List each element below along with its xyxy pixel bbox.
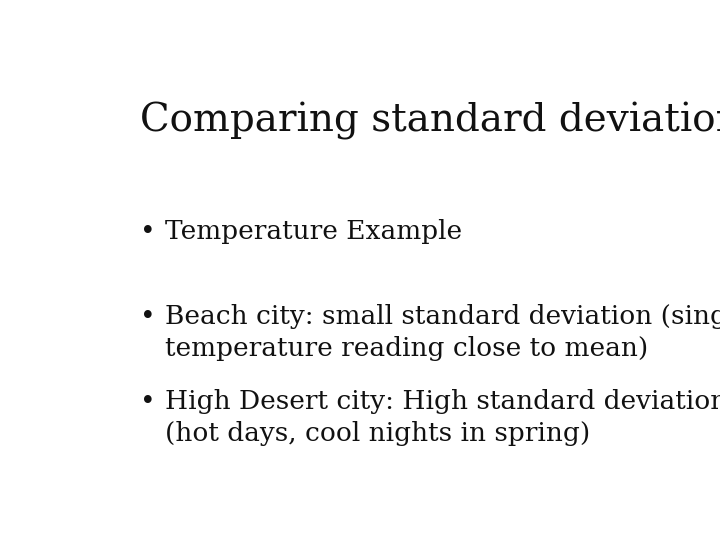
Text: Beach city: small standard deviation (single
temperature reading close to mean): Beach city: small standard deviation (si… (166, 304, 720, 361)
Text: •: • (140, 304, 156, 329)
Text: Temperature Example: Temperature Example (166, 219, 462, 244)
Text: •: • (140, 389, 156, 414)
Text: High Desert city: High standard deviation
(hot days, cool nights in spring): High Desert city: High standard deviatio… (166, 389, 720, 446)
Text: Comparing standard deviations: Comparing standard deviations (140, 102, 720, 140)
Text: •: • (140, 219, 156, 244)
